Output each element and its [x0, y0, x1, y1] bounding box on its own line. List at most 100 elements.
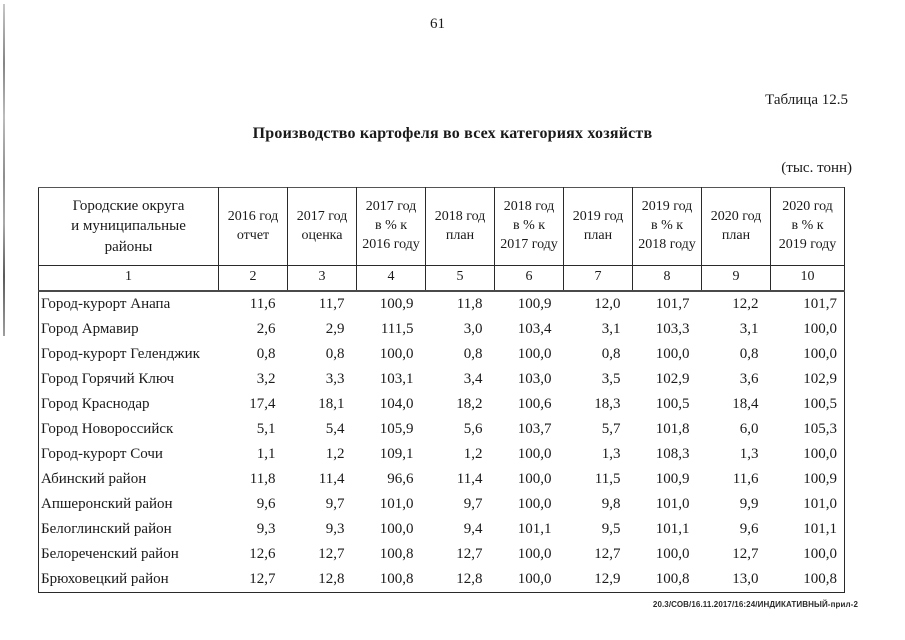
value-cell: 3,5: [601, 370, 621, 387]
value-cell: 5,1: [256, 420, 276, 437]
region-name-cell: Город-курорт Анапа: [41, 295, 171, 312]
value-cell: 100,8: [655, 570, 690, 587]
table-row: Город Новороссийск 5,1 5,4 105,9 5,6 103,7 5,7…: [39, 417, 845, 442]
region-name-cell: Город-курорт Геленджик: [41, 345, 200, 362]
value-cell: 5,4: [325, 420, 345, 437]
value-cell: 18,4: [732, 395, 759, 412]
value-cell: 9,6: [739, 520, 759, 537]
table-row: Город Краснодар 17,4 18,1 104,0 18,2 100,6 18,…: [39, 392, 845, 417]
value-cell: 18,2: [456, 395, 483, 412]
value-cell: 100,0: [517, 570, 552, 587]
region-name-cell: Город Краснодар: [41, 395, 150, 412]
value-cell: 9,9: [739, 495, 759, 512]
table-row: Белореченский район 12,6 12,7 100,8 12,7 100,…: [39, 542, 845, 567]
document-title: Производство картофеля во всех категория…: [252, 125, 653, 142]
value-cell: 101,7: [803, 295, 837, 312]
value-cell: 100,6: [517, 395, 552, 412]
header-column-5: 2018 год план: [425, 187, 495, 266]
region-name-cell: Город-курорт Сочи: [41, 445, 163, 462]
value-cell: 100,0: [517, 445, 552, 462]
value-cell: 12,7: [732, 545, 759, 562]
value-cell: 100,0: [655, 345, 690, 362]
region-name-cell: Город Новороссийск: [41, 420, 174, 437]
value-cell: 100,9: [517, 295, 552, 312]
column-number-cell: 9: [701, 265, 771, 292]
region-name-cell: Абинский район: [41, 470, 147, 487]
value-cell: 12,7: [456, 545, 483, 562]
page-number: 61: [430, 16, 445, 32]
value-cell: 100,9: [803, 470, 837, 487]
table-row: Город Горячий Ключ 3,2 3,3 103,1 3,4 103,0 3,5…: [39, 367, 845, 392]
potato-production-table: Городские округа и муниципальные районы 2…: [38, 187, 845, 593]
header-column-6: 2018 год в % к 2017 году: [494, 187, 564, 266]
value-cell: 100,8: [379, 570, 414, 587]
value-cell: 1,2: [325, 445, 345, 462]
value-cell: 100,8: [803, 570, 837, 587]
value-cell: 100,0: [803, 545, 837, 562]
value-cell: 6,0: [739, 420, 759, 437]
value-cell: 3,3: [325, 370, 345, 387]
value-cell: 100,0: [803, 345, 837, 362]
region-name-cell: Белореченский район: [41, 545, 179, 562]
value-cell: 11,4: [456, 470, 483, 487]
value-cell: 9,3: [256, 520, 276, 537]
value-cell: 101,1: [655, 520, 690, 537]
value-cell: 100,5: [803, 395, 837, 412]
table-row: Белоглинский район 9,3 9,3 100,0 9,4 101,1 9,5…: [39, 517, 845, 542]
value-cell: 1,2: [463, 445, 483, 462]
column-number-cell: 3: [287, 265, 357, 292]
value-cell: 12,8: [318, 570, 345, 587]
value-cell: 1,1: [256, 445, 276, 462]
table-caption: Таблица 12.5: [765, 92, 848, 108]
value-cell: 101,1: [517, 520, 552, 537]
header-column-8: 2019 год в % к 2018 году: [632, 187, 702, 266]
value-cell: 1,3: [601, 445, 621, 462]
table-row: Брюховецкий район 12,7 12,8 100,8 12,8 100,0 1…: [39, 567, 845, 593]
value-cell: 9,3: [325, 520, 345, 537]
value-cell: 12,7: [594, 545, 621, 562]
value-cell: 100,0: [379, 345, 414, 362]
column-number-cell: 5: [425, 265, 495, 292]
header-label-row: Городские округа и муниципальные районы 2…: [38, 187, 845, 266]
value-cell: 100,0: [517, 495, 552, 512]
value-cell: 0,8: [463, 345, 483, 362]
value-cell: 0,8: [256, 345, 276, 362]
column-number-cell: 10: [770, 265, 845, 292]
table-row: Абинский район 11,8 11,4 96,6 11,4 100,0 11,5 1…: [39, 467, 845, 492]
value-cell: 101,7: [655, 295, 690, 312]
value-cell: 9,6: [256, 495, 276, 512]
table-body: Город-курорт Анапа 11,6 11,7 100,9 11,8 100,9…: [39, 291, 845, 593]
value-cell: 12,0: [594, 295, 621, 312]
value-cell: 103,7: [517, 420, 552, 437]
value-cell: 18,3: [594, 395, 621, 412]
units-note: (тыс. тонн): [781, 160, 852, 176]
value-cell: 3,6: [739, 370, 759, 387]
value-cell: 101,0: [379, 495, 414, 512]
value-cell: 3,2: [256, 370, 276, 387]
value-cell: 11,5: [594, 470, 621, 487]
value-cell: 101,0: [803, 495, 837, 512]
value-cell: 3,4: [463, 370, 483, 387]
region-name-cell: Белоглинский район: [41, 520, 172, 537]
table-head: Городские округа и муниципальные районы 2…: [38, 187, 845, 292]
value-cell: 102,9: [655, 370, 690, 387]
value-cell: 103,0: [517, 370, 552, 387]
value-cell: 3,0: [463, 320, 483, 337]
column-number-cell: 7: [563, 265, 633, 292]
value-cell: 11,7: [318, 295, 345, 312]
value-cell: 103,1: [379, 370, 414, 387]
value-cell: 108,3: [655, 445, 690, 462]
value-cell: 0,8: [739, 345, 759, 362]
table-row: Город Армавир 2,6 2,9 111,5 3,0 103,4 3,1 103,3…: [39, 317, 845, 342]
value-cell: 100,9: [655, 470, 690, 487]
value-cell: 0,8: [601, 345, 621, 362]
table-row: Город-курорт Анапа 11,6 11,7 100,9 11,8 100,9…: [39, 291, 845, 317]
value-cell: 18,1: [318, 395, 345, 412]
column-number-cell: 8: [632, 265, 702, 292]
value-cell: 111,5: [380, 320, 414, 337]
header-column-4: 2017 год в % к 2016 году: [356, 187, 426, 266]
value-cell: 100,0: [803, 320, 837, 337]
value-cell: 102,9: [803, 370, 837, 387]
table-row: Город-курорт Геленджик 0,8 0,8 100,0 0,8 100,…: [39, 342, 845, 367]
